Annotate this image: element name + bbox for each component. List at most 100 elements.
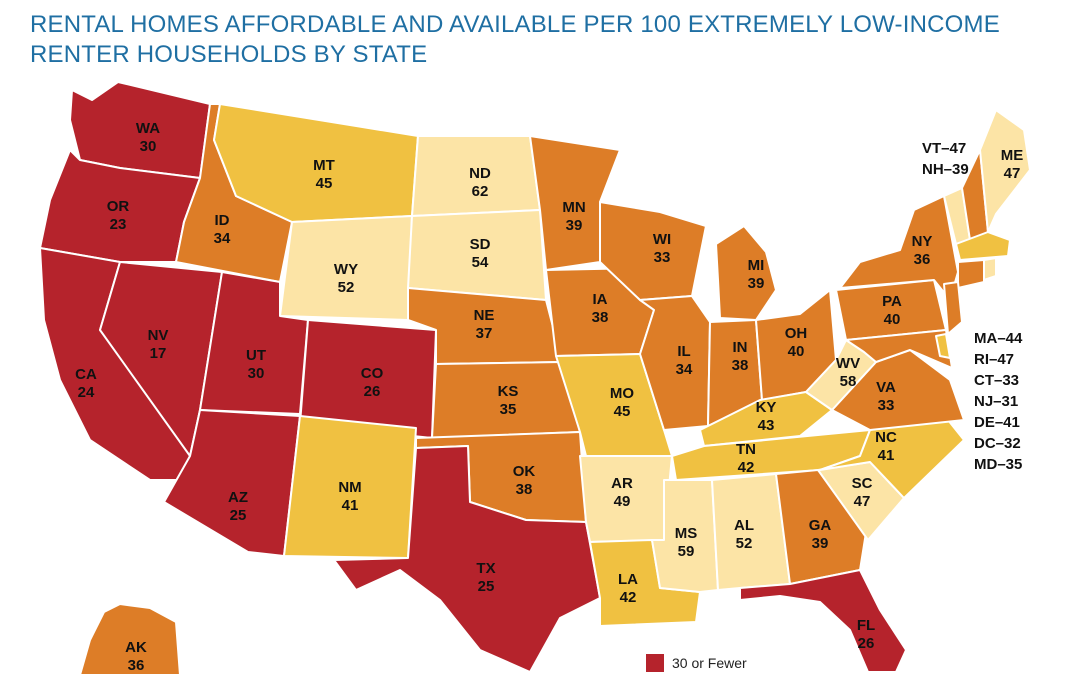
label-ar-abbr: AR (611, 475, 633, 492)
state-labels: WA 30 OR 23 CA 24 NV 17 ID 34 MT 45 WY 5… (75, 120, 1023, 674)
state-ks[interactable] (431, 361, 581, 439)
label-az-value: 25 (230, 507, 247, 524)
label-ia-value: 38 (592, 309, 609, 326)
label-nc-value: 41 (878, 447, 895, 464)
label-ms-abbr: MS (675, 525, 698, 542)
label-nd-abbr: ND (469, 165, 491, 182)
label-wv-abbr: WV (836, 355, 860, 372)
state-il[interactable] (639, 295, 711, 431)
label-or-value: 23 (110, 216, 127, 233)
label-il-value: 34 (676, 361, 693, 378)
label-tx-value: 25 (478, 578, 495, 595)
label-oh-value: 40 (788, 343, 805, 360)
label-ia-abbr: IA (593, 291, 608, 308)
legend-swatch-30-or-fewer (646, 654, 664, 672)
label-il-abbr: IL (677, 343, 690, 360)
label-ne-value: 37 (476, 325, 493, 342)
title-line-2: RENTER HOUSEHOLDS BY STATE (30, 41, 428, 68)
label-ks-value: 35 (500, 401, 517, 418)
label-nm-abbr: NM (338, 479, 361, 496)
label-sd-value: 54 (472, 254, 489, 271)
legend-label-30-or-fewer: 30 or Fewer (672, 655, 747, 671)
side-label-ma: MA–44 (974, 330, 1023, 347)
label-la-abbr: LA (618, 571, 638, 588)
label-id-value: 34 (214, 230, 231, 247)
label-ny-value: 36 (914, 251, 931, 268)
label-wi-abbr: WI (653, 231, 671, 248)
label-ut-value: 30 (248, 365, 265, 382)
label-in-value: 38 (732, 357, 749, 374)
label-co-value: 26 (364, 383, 381, 400)
side-labels-east: MA–44 RI–47 CT–33 NJ–31 DE–41 DC–32 MD–3… (974, 328, 1022, 475)
side-label-ct: CT–33 (974, 372, 1020, 389)
label-wv-value: 58 (840, 373, 857, 390)
label-az-abbr: AZ (228, 489, 248, 506)
side-label-vt: VT–47 (922, 140, 967, 157)
label-mn-abbr: MN (562, 199, 585, 216)
label-sc-abbr: SC (852, 475, 873, 492)
map-title: RENTAL HOMES AFFORDABLE AND AVAILABLE PE… (30, 10, 1050, 70)
label-wy-abbr: WY (334, 261, 358, 278)
label-mo-value: 45 (614, 403, 631, 420)
label-nd-value: 62 (472, 183, 489, 200)
label-ga-value: 39 (812, 535, 829, 552)
label-nm-value: 41 (342, 497, 359, 514)
label-va-value: 33 (878, 397, 895, 414)
label-sd-abbr: SD (470, 236, 491, 253)
label-ga-abbr: GA (809, 517, 832, 534)
label-fl-abbr: FL (857, 617, 875, 634)
label-mn-value: 39 (566, 217, 583, 234)
label-mo-abbr: MO (610, 385, 634, 402)
label-mi-abbr: MI (748, 257, 765, 274)
label-id-abbr: ID (215, 212, 230, 229)
label-wy-value: 52 (338, 279, 355, 296)
label-co-abbr: CO (361, 365, 384, 382)
label-ms-value: 59 (678, 543, 695, 560)
label-sc-value: 47 (854, 493, 871, 510)
label-fl-value: 26 (858, 635, 875, 652)
state-ri[interactable] (983, 257, 997, 281)
label-me-abbr: ME (1001, 147, 1024, 164)
side-label-md: MD–35 (974, 456, 1023, 473)
label-wa-abbr: WA (136, 120, 160, 137)
label-oh-abbr: OH (785, 325, 808, 342)
label-in-abbr: IN (733, 339, 748, 356)
state-tx[interactable] (333, 445, 601, 673)
label-la-value: 42 (620, 589, 637, 606)
label-ok-abbr: OK (513, 463, 536, 480)
label-tn-abbr: TN (736, 441, 756, 458)
label-ok-value: 38 (516, 481, 533, 498)
label-ky-abbr: KY (756, 399, 777, 416)
state-ma[interactable] (955, 231, 1011, 261)
label-ak-value: 36 (128, 657, 145, 674)
title-line-1: RENTAL HOMES AFFORDABLE AND AVAILABLE PE… (30, 11, 1000, 38)
side-label-de: DE–41 (974, 414, 1020, 431)
state-nj[interactable] (943, 281, 963, 335)
side-labels-north: VT–47 NH–39 (922, 138, 969, 180)
state-fl[interactable] (739, 569, 907, 673)
label-or-abbr: OR (107, 198, 130, 215)
state-de[interactable] (935, 333, 951, 359)
label-nc-abbr: NC (875, 429, 897, 446)
label-al-value: 52 (736, 535, 753, 552)
label-va-abbr: VA (876, 379, 896, 396)
label-ut-abbr: UT (246, 347, 266, 364)
label-wi-value: 33 (654, 249, 671, 266)
label-nv-abbr: NV (148, 327, 169, 344)
state-ct[interactable] (957, 259, 985, 289)
label-tn-value: 42 (738, 459, 755, 476)
label-ar-value: 49 (614, 493, 631, 510)
label-ne-abbr: NE (474, 307, 495, 324)
label-pa-value: 40 (884, 311, 901, 328)
side-label-dc: DC–32 (974, 435, 1021, 452)
label-ks-abbr: KS (498, 383, 519, 400)
label-mt-abbr: MT (313, 157, 335, 174)
side-label-nh: NH–39 (922, 161, 969, 178)
state-md[interactable] (845, 329, 953, 369)
side-label-ri: RI–47 (974, 351, 1015, 368)
label-ca-value: 24 (78, 384, 95, 401)
state-ak[interactable] (79, 603, 181, 675)
label-ak-abbr: AK (125, 639, 147, 656)
state-mi[interactable] (715, 225, 777, 321)
